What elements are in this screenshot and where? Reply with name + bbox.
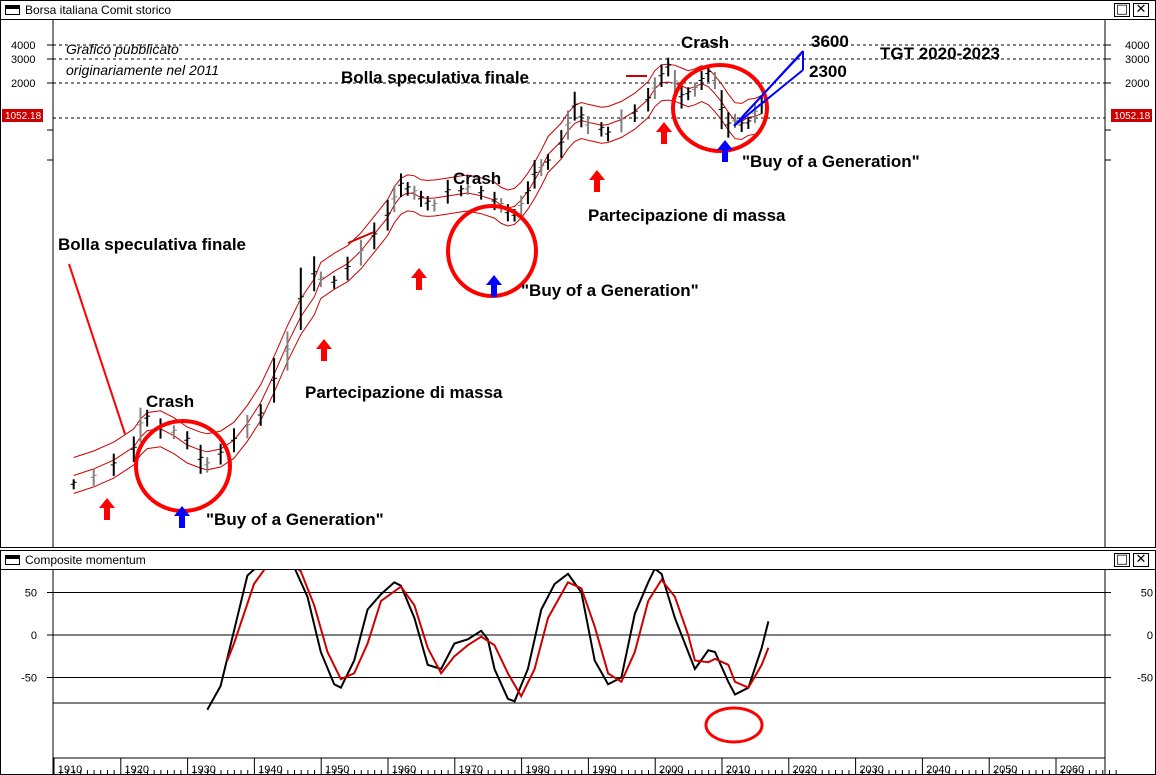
x-tick-label: 1950	[325, 764, 349, 775]
blue-up-arrow	[717, 140, 733, 162]
red-up-arrow	[656, 122, 672, 144]
x-tick-label: 2010	[726, 764, 750, 775]
annotation-buy-3: "Buy of a Generation"	[742, 152, 920, 171]
y-tick-label: 3000	[1125, 54, 1149, 66]
publication-note-2: originariamente nel 2011	[66, 62, 219, 78]
crash-circle	[671, 63, 769, 153]
momentum-y-tick-label: 50	[25, 588, 37, 600]
momentum-signal-line	[226, 570, 770, 699]
price-window-titlebar[interactable]: Borsa italiana Comit storico □ ✕	[1, 1, 1155, 20]
blue-arrows	[174, 140, 733, 528]
red-arrows	[99, 122, 672, 520]
x-tick-label: 2020	[793, 764, 817, 775]
momentum-y-tick-label: 50	[1141, 588, 1153, 600]
x-tick-label: 2050	[993, 764, 1017, 775]
lower-band	[73, 99, 762, 494]
price-gridlines	[53, 44, 1105, 119]
envelope-bands	[73, 63, 762, 494]
target-title: TGT 2020-2023	[880, 44, 1000, 63]
momentum-gridlines	[53, 592, 1105, 704]
upper-band	[73, 63, 762, 458]
x-tick-label: 1960	[392, 764, 416, 775]
annotation-buy-2: "Buy of a Generation"	[521, 281, 699, 300]
annotation-mass-1: Partecipazione di massa	[305, 383, 503, 402]
close-button[interactable]: ✕	[1133, 3, 1149, 17]
window-icon	[5, 555, 20, 565]
momentum-chart: 100100505000-50-50 191019201930194019501…	[21, 570, 1153, 775]
y-tick-label: 4000	[1125, 40, 1149, 52]
blue-up-arrow	[486, 275, 502, 297]
x-tick-label: 1930	[191, 764, 215, 775]
momentum-y-tick-label: -50	[1137, 673, 1153, 685]
price-badge-right-text: 1052.18	[1114, 111, 1151, 122]
target-low-label: 2300	[809, 62, 847, 81]
annotation-buy-1: "Buy of a Generation"	[206, 510, 384, 529]
x-tick-label: 1920	[125, 764, 149, 775]
blue-up-arrow	[174, 506, 190, 528]
x-tick-label: 2000	[659, 764, 683, 775]
bubble-top-marker	[347, 231, 375, 244]
momentum-y-ticks: 100100505000-50-50	[21, 588, 1153, 685]
momentum-y-tick-label: -50	[21, 673, 37, 685]
y-axis-left: 4000 3000 2000	[11, 40, 35, 90]
y-tick-label: 2000	[1125, 78, 1149, 90]
x-tick-label: 2060	[1060, 764, 1084, 775]
target-high-label: 3600	[811, 32, 849, 51]
x-tick-label: 1910	[58, 764, 82, 775]
momentum-low-circle	[704, 706, 764, 744]
close-button[interactable]: ✕	[1133, 553, 1149, 567]
middle-band	[73, 81, 762, 476]
y-tick-label: 2000	[11, 78, 35, 90]
x-tick-label: 2030	[859, 764, 883, 775]
momentum-line	[206, 570, 770, 711]
bubble-pointer-line	[68, 263, 126, 435]
x-tick-label: 1970	[459, 764, 483, 775]
crash-circle	[134, 419, 232, 513]
x-tick-label: 1990	[592, 764, 616, 775]
price-window: Borsa italiana Comit storico □ ✕ 4000 30…	[0, 0, 1156, 548]
momentum-y-tick-label: 0	[31, 630, 37, 642]
maximize-button[interactable]: □	[1114, 2, 1130, 17]
publication-note-1: Grafico pubblicato	[66, 41, 179, 57]
momentum-lines	[206, 570, 770, 711]
y-tick-marks	[47, 44, 1111, 161]
momentum-window-titlebar[interactable]: Composite momentum □ ✕	[1, 551, 1155, 570]
y-tick-label: 4000	[11, 40, 35, 52]
x-tick-label: 2040	[926, 764, 950, 775]
price-chart: 4000 3000 2000 4000 3000 2000 1052.18 10…	[2, 20, 1152, 548]
momentum-y-tick-label: 0	[1147, 630, 1153, 642]
red-up-arrow	[316, 339, 332, 361]
y-axis-right: 4000 3000 2000	[1125, 40, 1149, 90]
x-tick-label: 1940	[258, 764, 282, 775]
momentum-window: Composite momentum □ ✕ 100100505000-50-5…	[0, 550, 1156, 775]
annotation-bubble-1: Bolla speculativa finale	[58, 235, 246, 254]
price-badge-right	[1111, 109, 1152, 122]
window-icon	[5, 5, 20, 15]
price-badge-left	[2, 109, 43, 122]
red-up-arrow	[411, 268, 427, 290]
y-tick-label: 3000	[11, 54, 35, 66]
x-axis: 1910 1920 1930 1940 1950 1960 1970 1980 1990 2000…	[53, 758, 1117, 775]
price-badge-left-text: 1052.18	[5, 111, 42, 122]
x-tick-label: 1980	[525, 764, 549, 775]
red-up-arrow	[99, 498, 115, 520]
annotation-bubble-2: Bolla speculativa finale	[341, 68, 529, 87]
price-window-title: Borsa italiana Comit storico	[25, 3, 172, 17]
annotation-crash-2: Crash	[453, 169, 501, 188]
red-up-arrow	[589, 170, 605, 192]
annotation-crash-3: Crash	[681, 33, 729, 52]
annotation-mass-2: Partecipazione di massa	[588, 206, 786, 225]
momentum-window-title: Composite momentum	[25, 553, 146, 567]
annotation-crash-1: Crash	[146, 392, 194, 411]
maximize-button[interactable]: □	[1114, 552, 1130, 567]
target-lines	[733, 50, 804, 127]
